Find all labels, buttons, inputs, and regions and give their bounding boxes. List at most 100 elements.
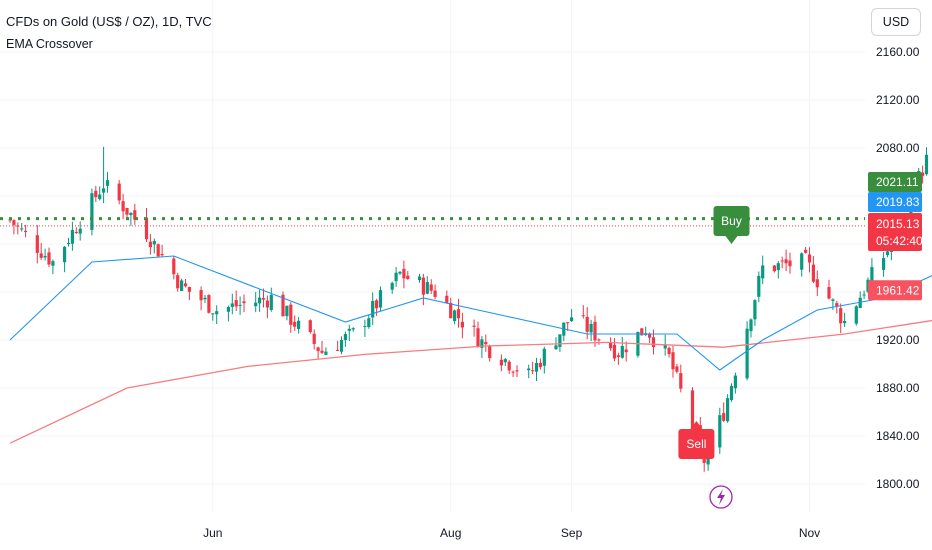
candle-body [339,340,344,352]
candle [429,279,433,295]
candle-body [363,326,367,328]
candle-body [499,359,503,366]
candle [35,225,39,264]
y-axis-tick-label: 2080.00 [876,141,920,155]
candle [445,290,449,304]
candle-body [51,261,55,266]
candle [98,186,102,201]
candle [261,288,266,308]
candle [105,172,110,193]
candle [811,255,815,284]
last-price-badge-box [868,213,922,251]
candle-body [776,263,780,271]
candle-body [456,309,461,319]
candle [843,312,847,327]
ema-fast-badge: 2019.83 [868,192,922,212]
candle-body [421,277,425,295]
candle [671,345,675,378]
candle-body [258,297,262,304]
candle-body [885,251,890,256]
candle [160,244,164,257]
ema-slow-badge-label: 1961.42 [876,283,920,297]
candle [488,344,492,362]
candle-body [757,275,761,297]
candle-body [66,243,71,245]
candle [156,243,160,257]
candle [129,211,133,226]
lightning-icon[interactable] [709,485,733,509]
ema-fast-badge-label: 2019.83 [876,195,920,209]
candle [16,222,20,235]
ema-fast-badge-box [868,192,922,212]
candle [733,372,737,394]
candle-body [484,341,488,345]
candle-body [254,302,258,307]
candle [472,319,476,337]
candle [679,364,683,393]
candle [187,286,191,300]
candle-body [843,320,847,324]
candle-body [597,339,601,341]
candle-body [312,333,316,344]
candle [882,251,886,277]
candle [507,360,511,374]
candle [183,279,188,288]
candle [499,354,503,372]
candle-body [624,349,628,353]
candle-body [476,328,480,347]
y-axis-tick-label: 1800.00 [876,477,920,491]
candle [581,305,585,319]
candle [144,207,149,243]
candle-body [98,194,102,200]
candles [8,146,929,472]
signals: Buy Sell [678,206,750,459]
candle [624,341,628,362]
candle-body [527,368,531,371]
grid [0,0,865,512]
candle-body [351,328,355,330]
candle-body [172,258,176,275]
indicator-name[interactable]: EMA Crossover [6,37,93,51]
candle-body [745,328,749,379]
ema-slow-line [9,319,932,444]
symbol-title[interactable]: CFDs on Gold (US$ / OZ), 1D, TVC [6,14,212,29]
candle-body [390,282,394,290]
candle-body [211,313,215,315]
candle-body [402,268,406,279]
currency-button[interactable]: USD [871,8,921,36]
candle [597,338,601,345]
candle [242,294,246,313]
sell-signal[interactable]: Sell [678,421,715,459]
candle-body [815,279,819,288]
candle-body [651,337,656,348]
candle [63,245,67,273]
candle-body [839,308,843,324]
candle-body [94,190,98,198]
candle [133,203,137,225]
candle-body [807,254,812,263]
candle-body [293,321,297,327]
y-axis-tick-label: 2160.00 [876,45,920,59]
candle-body [152,240,156,245]
candle-body [733,375,737,389]
candle [363,319,367,337]
candle [102,146,106,204]
candle-body [679,373,683,389]
candle-body [308,320,312,332]
candle [433,284,437,300]
candle-body [749,319,753,332]
candle [749,318,753,338]
buy-signal[interactable]: Buy [713,206,750,244]
candle [312,329,316,350]
candle-body [226,306,230,312]
candle-body [378,290,383,308]
candle-body [784,259,788,264]
candle [12,219,16,235]
candle [503,358,507,367]
candle [542,346,546,374]
candle-body [593,321,597,341]
candle [74,227,78,234]
candle [199,286,203,311]
candle [453,309,457,325]
